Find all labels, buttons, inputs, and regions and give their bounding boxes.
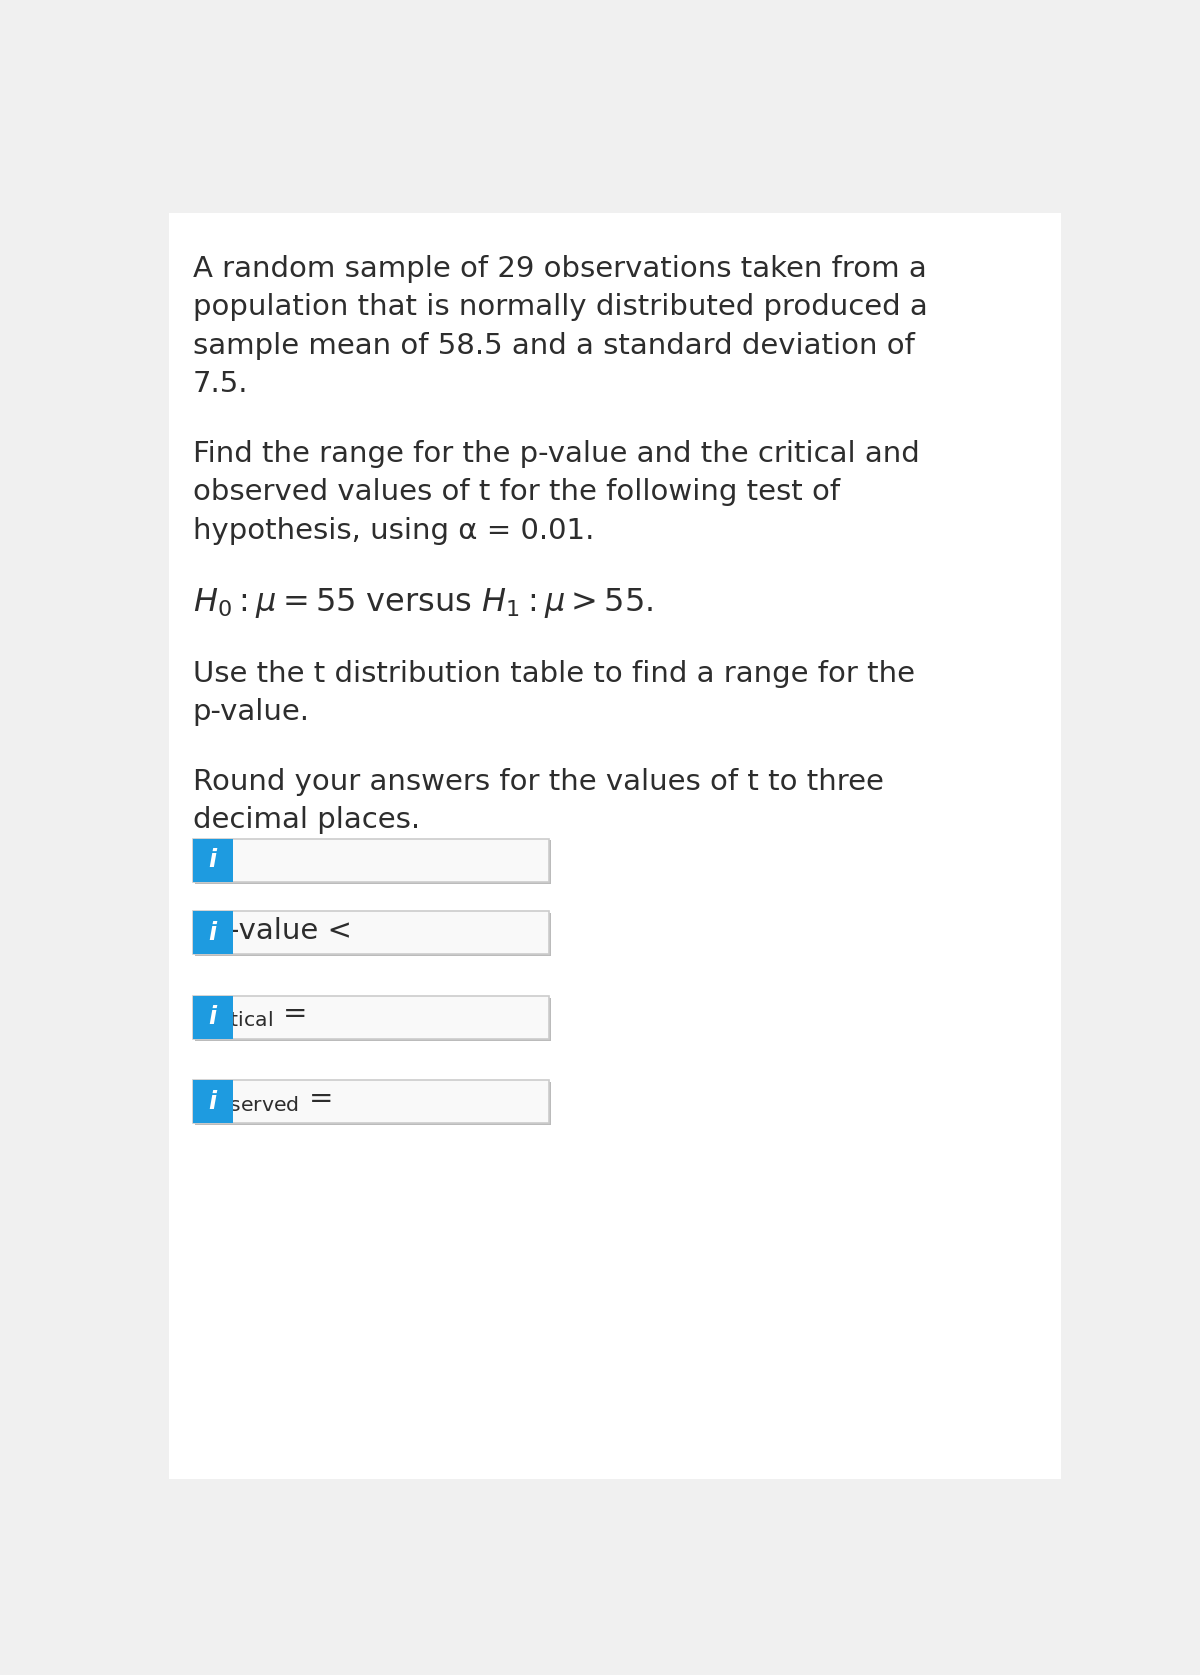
Text: p-value.: p-value. [193,698,310,727]
FancyBboxPatch shape [194,998,551,1040]
Text: Round your answers for the values of t to three: Round your answers for the values of t t… [193,767,883,796]
FancyBboxPatch shape [194,913,551,956]
FancyBboxPatch shape [194,841,551,884]
Text: <: < [193,918,227,945]
FancyBboxPatch shape [193,839,233,881]
Text: i: i [209,848,217,873]
Text: A random sample of 29 observations taken from a: A random sample of 29 observations taken… [193,255,926,283]
Text: population that is normally distributed produced a: population that is normally distributed … [193,293,928,322]
FancyBboxPatch shape [193,995,550,1038]
FancyBboxPatch shape [194,1082,551,1126]
Text: decimal places.: decimal places. [193,806,420,834]
Text: Find the range for the p-value and the critical and: Find the range for the p-value and the c… [193,441,919,467]
Text: p: p [211,918,229,945]
Text: i: i [209,1005,217,1028]
Text: $H_0: \mu = 55$ versus $H_1: \mu > 55.$: $H_0: \mu = 55$ versus $H_1: \mu > 55.$ [193,586,653,620]
Text: Use the t distribution table to find a range for the: Use the t distribution table to find a r… [193,660,914,688]
Text: observed values of t for the following test of: observed values of t for the following t… [193,477,840,506]
Text: sample mean of 58.5 and a standard deviation of: sample mean of 58.5 and a standard devia… [193,332,914,360]
Text: hypothesis, using α = 0.01.: hypothesis, using α = 0.01. [193,516,594,544]
Text: i: i [209,1090,217,1114]
Text: -value <: -value < [229,918,352,945]
FancyBboxPatch shape [193,911,550,955]
FancyBboxPatch shape [193,839,550,881]
FancyBboxPatch shape [193,911,233,955]
FancyBboxPatch shape [169,213,1061,1479]
FancyBboxPatch shape [193,1080,233,1124]
FancyBboxPatch shape [193,1080,550,1124]
Text: i: i [209,921,217,945]
Text: 7.5.: 7.5. [193,370,248,399]
Text: $t_{\mathrm{critical}}$ =: $t_{\mathrm{critical}}$ = [193,1000,306,1028]
Text: $t_{\mathrm{observed}}$ =: $t_{\mathrm{observed}}$ = [193,1085,332,1114]
FancyBboxPatch shape [193,995,233,1038]
